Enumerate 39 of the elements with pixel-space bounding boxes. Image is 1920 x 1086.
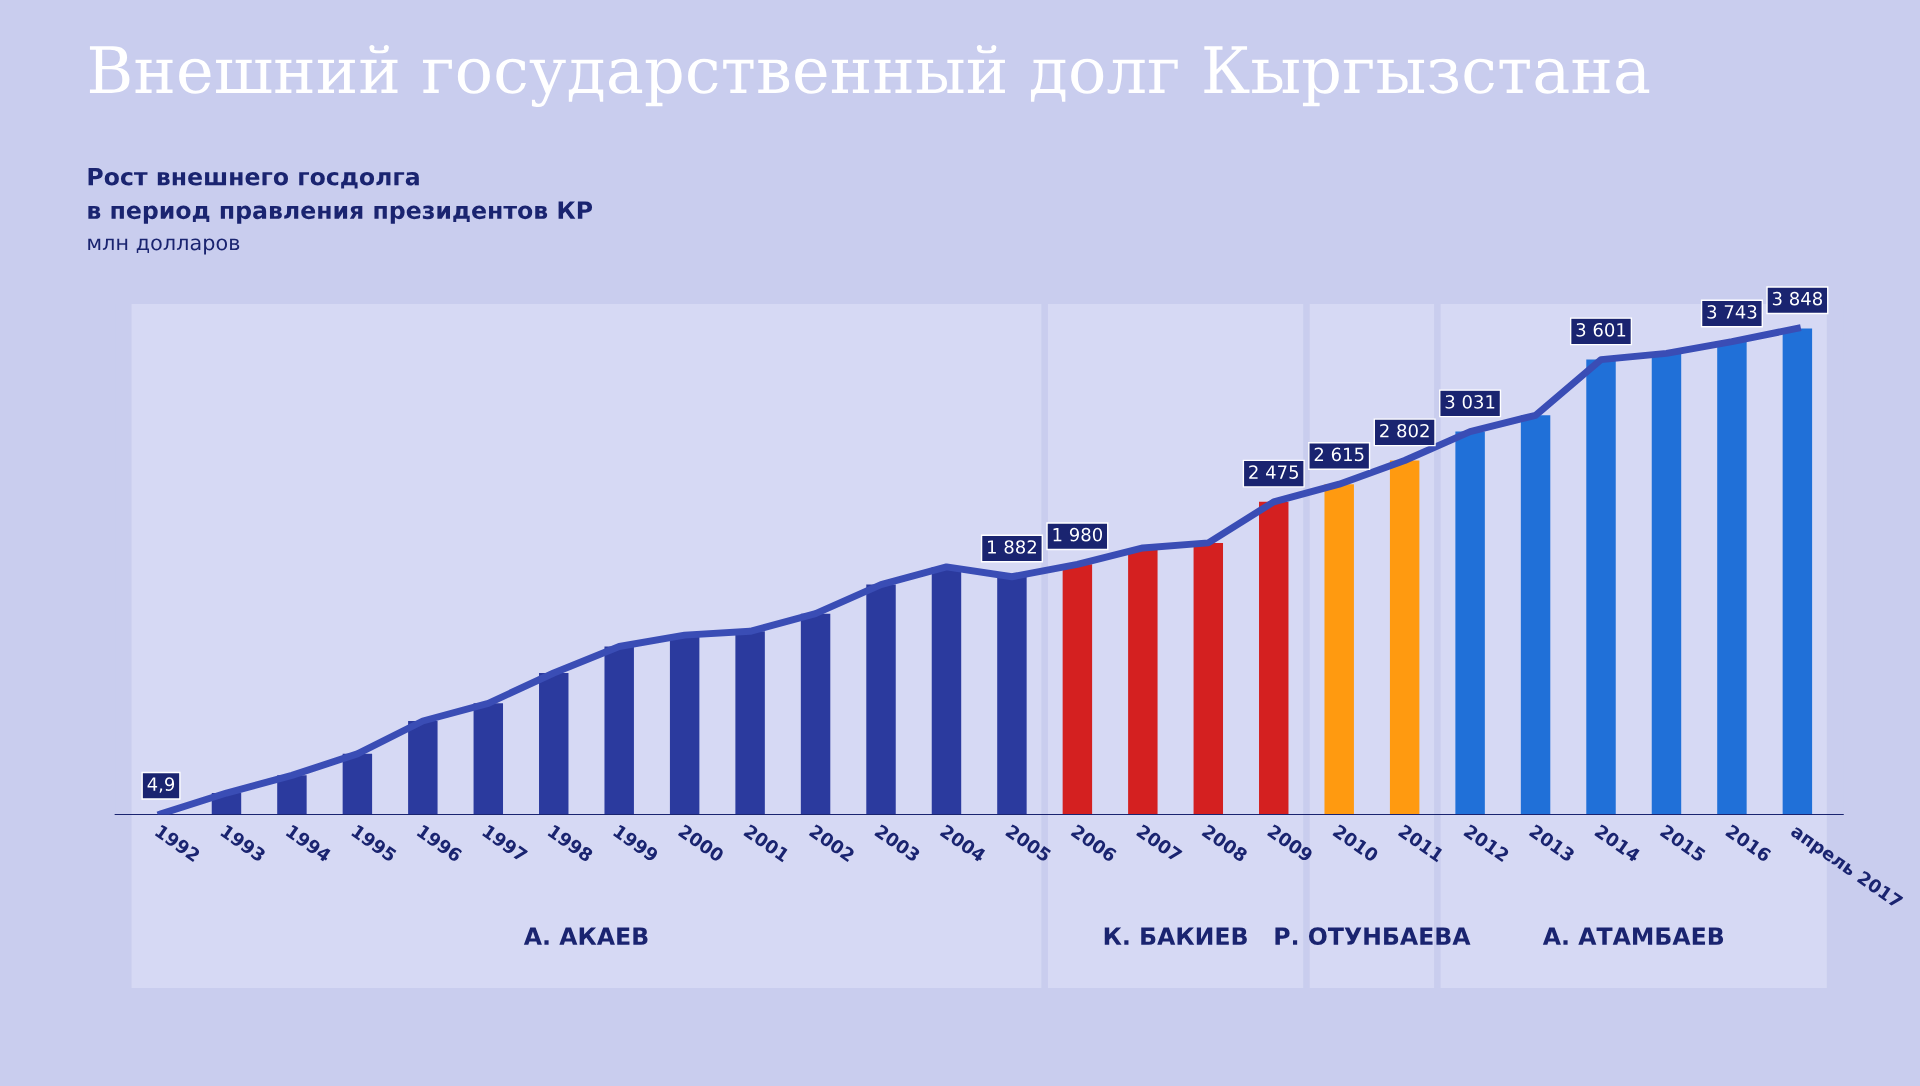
band-label: А. АТАМБАЕВ bbox=[1542, 927, 1724, 945]
data-label: 3 743 bbox=[1707, 305, 1757, 319]
bar bbox=[1324, 484, 1354, 815]
chart-subtitle: Рост внешнего госдолга в период правления президентов КР bbox=[88, 167, 593, 224]
bar bbox=[997, 576, 1027, 815]
bar bbox=[866, 584, 896, 815]
bar bbox=[1193, 542, 1224, 815]
bar bbox=[473, 703, 504, 815]
bar bbox=[277, 775, 307, 815]
bar bbox=[1782, 328, 1813, 815]
data-label: 1 980 bbox=[1053, 527, 1103, 542]
bar bbox=[800, 613, 831, 815]
bar bbox=[1389, 460, 1420, 815]
bar bbox=[1651, 353, 1682, 815]
band-label: А. АКАЕВ bbox=[523, 927, 648, 945]
bar bbox=[1062, 564, 1093, 815]
bar bbox=[1586, 359, 1616, 815]
data-label: 2 615 bbox=[1314, 447, 1364, 462]
bar bbox=[1520, 415, 1551, 815]
bar bbox=[408, 721, 438, 815]
data-label: 3 848 bbox=[1772, 291, 1822, 306]
bar bbox=[1717, 341, 1747, 815]
data-label: 2 802 bbox=[1380, 423, 1429, 438]
data-label: 3 601 bbox=[1576, 322, 1626, 337]
band-label: К. БАКИЕВ bbox=[1104, 927, 1247, 945]
bar bbox=[1259, 501, 1289, 815]
data-label: 3 031 bbox=[1445, 395, 1495, 409]
bar bbox=[539, 673, 569, 815]
band-label: Р. ОТУНБАЕВА bbox=[1275, 927, 1471, 946]
data-label: 2 475 bbox=[1249, 465, 1299, 479]
bar bbox=[604, 646, 634, 815]
bar bbox=[1128, 547, 1158, 815]
bar bbox=[1455, 431, 1485, 815]
data-label: 1 882 bbox=[988, 540, 1036, 554]
bar bbox=[735, 631, 765, 815]
bar bbox=[669, 635, 700, 815]
text: млн долларов bbox=[88, 238, 240, 255]
data-label: 4,9 bbox=[147, 777, 175, 793]
bar bbox=[342, 753, 373, 815]
